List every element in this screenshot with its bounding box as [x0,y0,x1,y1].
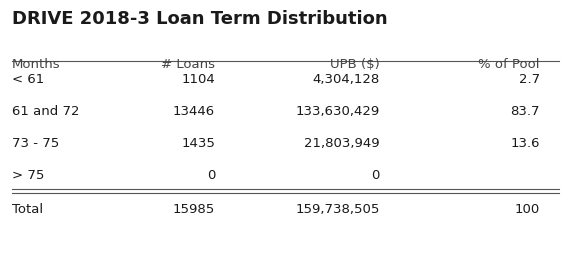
Text: 15985: 15985 [173,203,215,216]
Text: % of Pool: % of Pool [478,58,540,71]
Text: 83.7: 83.7 [511,105,540,118]
Text: # Loans: # Loans [161,58,215,71]
Text: 13.6: 13.6 [511,137,540,150]
Text: Months: Months [12,58,60,71]
Text: 61 and 72: 61 and 72 [12,105,79,118]
Text: 73 - 75: 73 - 75 [12,137,59,150]
Text: 13446: 13446 [173,105,215,118]
Text: DRIVE 2018-3 Loan Term Distribution: DRIVE 2018-3 Loan Term Distribution [12,10,388,28]
Text: 21,803,949: 21,803,949 [304,137,380,150]
Text: 0: 0 [206,169,215,182]
Text: 100: 100 [515,203,540,216]
Text: 0: 0 [372,169,380,182]
Text: 133,630,429: 133,630,429 [296,105,380,118]
Text: 2.7: 2.7 [519,73,540,86]
Text: Total: Total [12,203,43,216]
Text: 1104: 1104 [181,73,215,86]
Text: 1435: 1435 [181,137,215,150]
Text: UPB ($): UPB ($) [330,58,380,71]
Text: 4,304,128: 4,304,128 [313,73,380,86]
Text: > 75: > 75 [12,169,44,182]
Text: 159,738,505: 159,738,505 [296,203,380,216]
Text: < 61: < 61 [12,73,44,86]
